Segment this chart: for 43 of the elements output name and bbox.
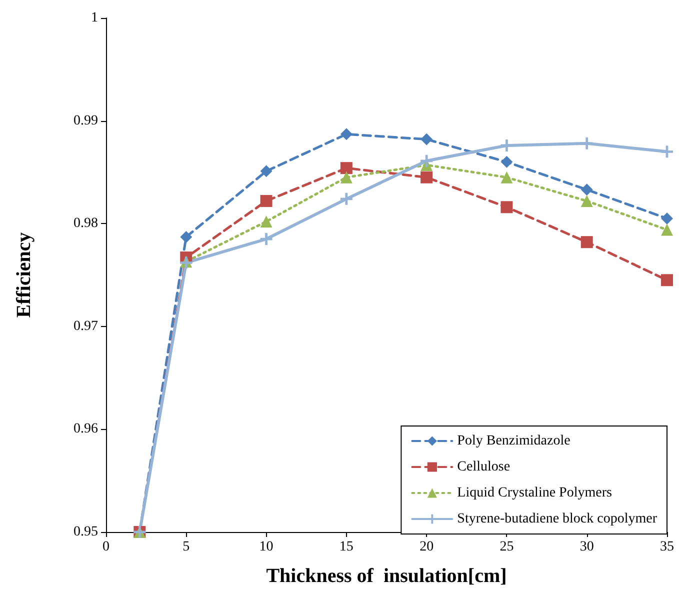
x-axis-title: Thickness of insulation[cm] <box>266 565 507 587</box>
point <box>180 230 192 243</box>
point <box>661 224 673 236</box>
x-tick-label: 15 <box>339 540 354 554</box>
x-tick-label: 5 <box>182 540 190 554</box>
point <box>420 133 433 146</box>
legend-label: Styrene-butadiene block copolymer <box>457 512 658 526</box>
point <box>500 156 513 168</box>
y-tick-label: 0.98 <box>74 216 98 232</box>
point <box>260 216 272 228</box>
x-tick-label: 0 <box>102 540 110 554</box>
x-tick-label: 35 <box>660 540 674 554</box>
point <box>340 162 352 174</box>
point <box>580 184 593 196</box>
point <box>500 139 513 152</box>
point <box>661 274 673 286</box>
point <box>580 194 593 207</box>
legend-label: Poly Benzimidazole <box>457 434 570 448</box>
y-tick-label: 0.95 <box>74 524 98 540</box>
point <box>420 171 433 184</box>
x-tick-label: 30 <box>580 540 594 554</box>
point <box>260 194 272 207</box>
y-tick-label: 0.96 <box>74 422 98 437</box>
x-tick-label: 25 <box>500 540 514 554</box>
point <box>661 212 673 224</box>
point <box>661 146 673 158</box>
legend-label: Cellulose <box>457 460 510 474</box>
point <box>340 171 352 184</box>
point <box>260 165 272 178</box>
x-tick-label: 20 <box>420 540 434 554</box>
y-axis-title: Efficiency <box>13 232 35 318</box>
point <box>580 236 593 248</box>
point <box>340 192 352 205</box>
x-tick-label: 10 <box>259 540 274 554</box>
legend-label: Liquid Crystaline Polymers <box>457 486 612 500</box>
y-tick-label: 0.97 <box>74 318 98 334</box>
point <box>420 154 433 167</box>
point <box>260 233 272 246</box>
point <box>500 171 513 184</box>
point <box>340 128 352 140</box>
point <box>500 201 513 214</box>
y-tick-label: 1 <box>91 10 98 26</box>
y-tick-label: 0.99 <box>74 113 98 128</box>
